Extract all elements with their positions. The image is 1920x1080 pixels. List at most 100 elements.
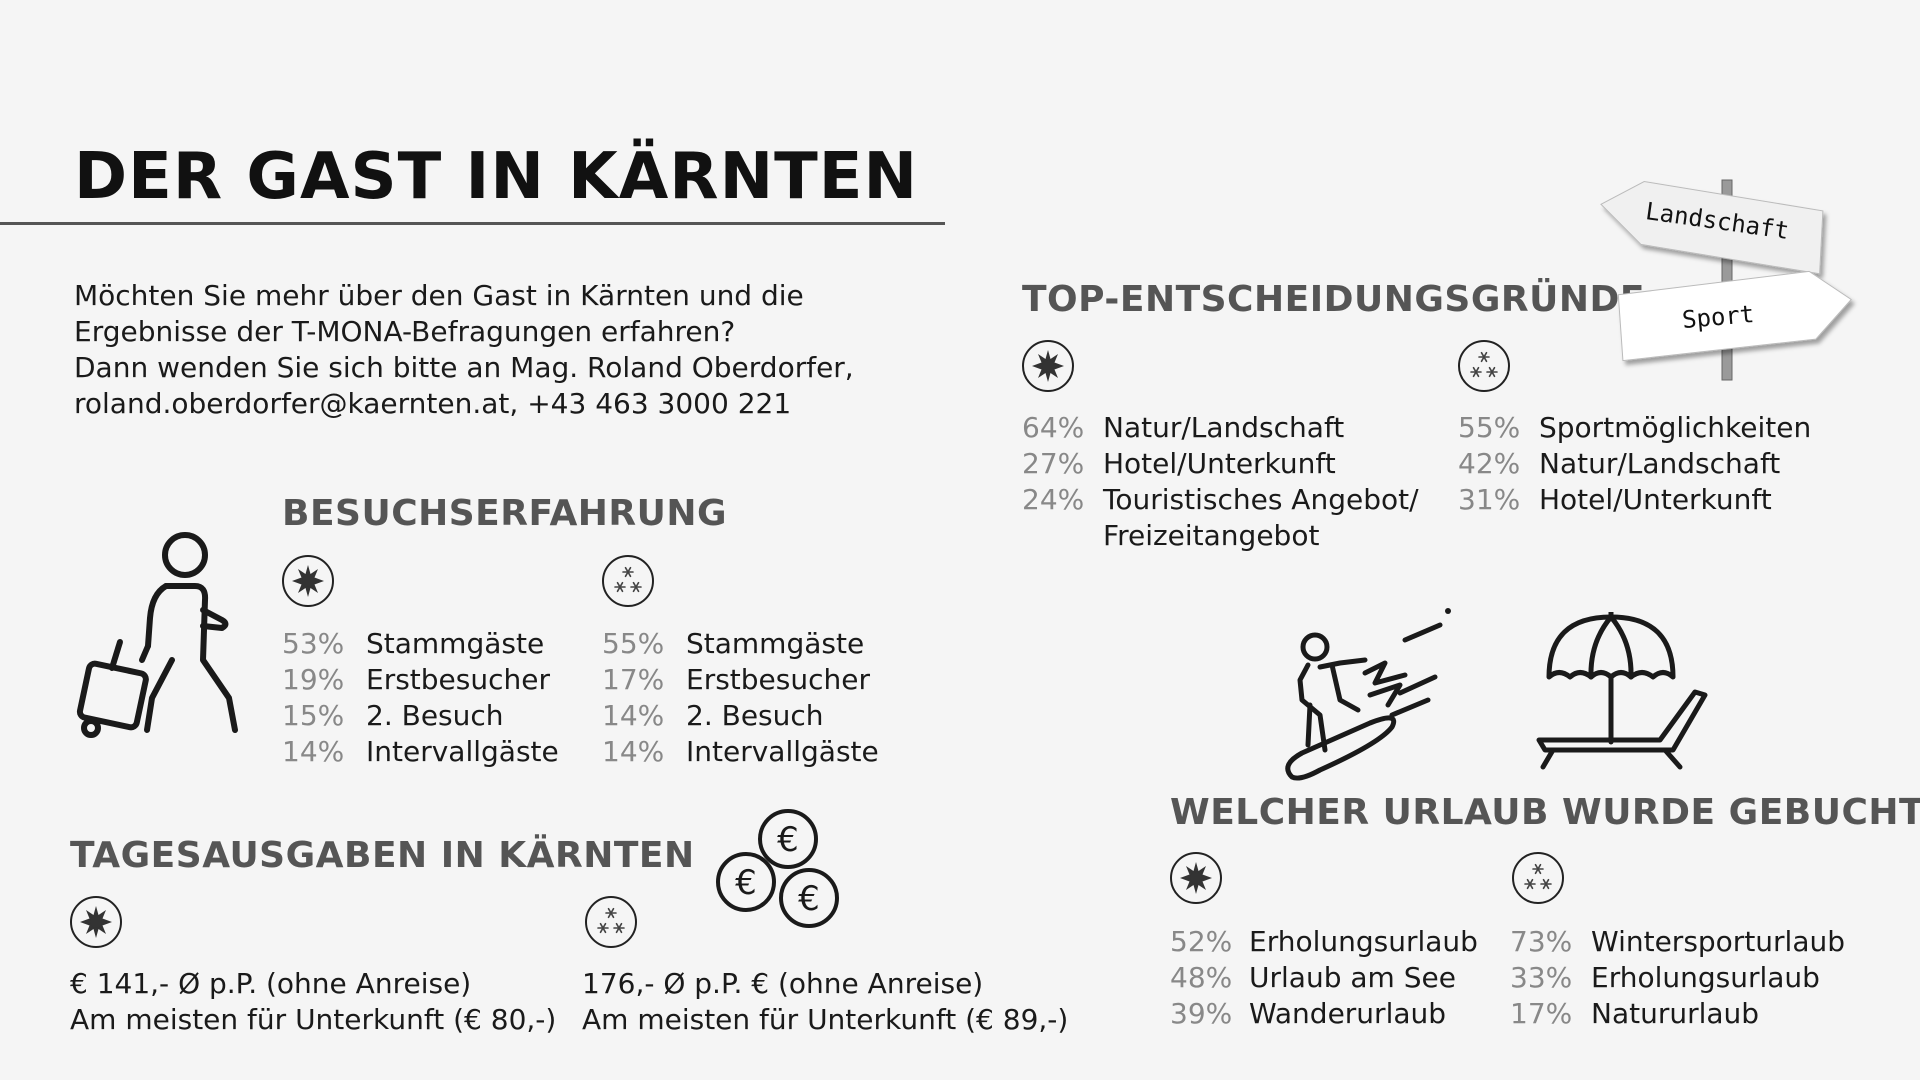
- entscheidung-heading: TOP-ENTSCHEIDUNGSGRÜNDE: [1022, 279, 1645, 320]
- percentage: 55%: [602, 627, 665, 660]
- list-item: 42% Natur/Landschaft: [1458, 446, 1811, 482]
- list-item: 52% Erholungsurlaub: [1170, 924, 1478, 960]
- euro-coins-icon: € € €: [716, 809, 839, 928]
- title-divider: [0, 222, 945, 225]
- list-item: 55% Sportmöglichkeiten: [1458, 410, 1811, 446]
- label: Wanderurlaub: [1249, 997, 1447, 1030]
- label: Intervallgäste: [686, 735, 879, 768]
- besuchserfahrung-winter-list: 55% Stammgäste 17% Erstbesucher 14% 2. Besu…: [602, 626, 879, 770]
- percentage: 27%: [1022, 447, 1085, 480]
- traveler-with-suitcase-icon: [76, 532, 238, 738]
- percentage: 14%: [282, 735, 345, 768]
- list-item: 48% Urlaub am See: [1170, 960, 1478, 996]
- percentage: 15%: [282, 699, 345, 732]
- percentage: 52%: [1170, 925, 1233, 958]
- intro-line: Dann wenden Sie sich bitte an Mag. Rolan…: [74, 351, 854, 384]
- intro-text: Möchten Sie mehr über den Gast in Kärnte…: [74, 278, 854, 422]
- intro-line: Möchten Sie mehr über den Gast in Kärnte…: [74, 279, 804, 312]
- label: Hotel/Unterkunft: [1539, 483, 1772, 516]
- snowflake-icon: [1458, 340, 1510, 392]
- snowflake-icon: [1512, 852, 1564, 904]
- label: Erholungsurlaub: [1249, 925, 1478, 958]
- tagesausgaben-heading: TAGESAUSGABEN IN KÄRNTEN: [70, 835, 695, 876]
- percentage: 55%: [1458, 411, 1521, 444]
- percentage: 31%: [1458, 483, 1521, 516]
- label: Freizeitangebot: [1103, 519, 1320, 552]
- snowboarder-icon: [1285, 608, 1451, 781]
- percentage: 14%: [602, 699, 665, 732]
- expense-line: 176,- Ø p.P. € (ohne Anreise): [582, 967, 984, 1000]
- percentage: 33%: [1510, 961, 1573, 994]
- percentage: 17%: [1510, 997, 1573, 1030]
- percentage: 39%: [1170, 997, 1233, 1030]
- besuchserfahrung-heading: BESUCHSERFAHRUNG: [282, 493, 728, 534]
- list-item: 33% Erholungsurlaub: [1510, 960, 1845, 996]
- list-item: 31% Hotel/Unterkunft: [1458, 482, 1811, 518]
- besuchserfahrung-summer-list: 53% Stammgäste 19% Erstbesucher 15% 2. Besu…: [282, 626, 559, 770]
- list-item: 39% Wanderurlaub: [1170, 996, 1478, 1032]
- percentage: 19%: [282, 663, 345, 696]
- expense-line: Am meisten für Unterkunft (€ 89,-): [582, 1003, 1069, 1036]
- sun-icon: [1170, 852, 1222, 904]
- list-item: 73% Wintersporturlaub: [1510, 924, 1845, 960]
- label: Stammgäste: [686, 627, 865, 660]
- sun-icon: [1022, 340, 1074, 392]
- beach-umbrella-lounger-icon: [1536, 612, 1708, 770]
- svg-text:€: €: [735, 863, 757, 903]
- list-item: 27% Hotel/Unterkunft: [1022, 446, 1419, 482]
- tagesausgaben-summer: € 141,- Ø p.P. (ohne Anreise) Am meisten…: [70, 966, 556, 1038]
- list-item: Freizeitangebot: [1022, 518, 1419, 554]
- label: 2. Besuch: [686, 699, 824, 732]
- label: Erstbesucher: [686, 663, 870, 696]
- list-item: 19% Erstbesucher: [282, 662, 559, 698]
- entscheidung-summer-list: 64% Natur/Landschaft 27% Hotel/Unterkunft …: [1022, 410, 1419, 554]
- label: Natururlaub: [1591, 997, 1760, 1030]
- label: Wintersporturlaub: [1591, 925, 1846, 958]
- label: Sportmöglichkeiten: [1539, 411, 1812, 444]
- percentage: 17%: [602, 663, 665, 696]
- percentage: 48%: [1170, 961, 1233, 994]
- svg-text:€: €: [777, 820, 799, 860]
- list-item: 17% Erstbesucher: [602, 662, 879, 698]
- intro-line: roland.oberdorfer@kaernten.at, +43 463 3…: [74, 387, 792, 420]
- signpost-icon: [1600, 179, 1852, 381]
- snowflake-icon: [602, 555, 654, 607]
- snowflake-icon: [585, 896, 637, 948]
- label: Erstbesucher: [366, 663, 550, 696]
- list-item: 17% Natururlaub: [1510, 996, 1845, 1032]
- urlaub-winter-list: 73% Wintersporturlaub 33% Erholungsurlaub …: [1510, 924, 1845, 1032]
- percentage: 14%: [602, 735, 665, 768]
- list-item: 53% Stammgäste: [282, 626, 559, 662]
- label: 2. Besuch: [366, 699, 504, 732]
- entscheidung-winter-list: 55% Sportmöglichkeiten 42% Natur/Landschaf…: [1458, 410, 1811, 518]
- percentage: 53%: [282, 627, 345, 660]
- label: Erholungsurlaub: [1591, 961, 1820, 994]
- label: Hotel/Unterkunft: [1103, 447, 1336, 480]
- list-item: 64% Natur/Landschaft: [1022, 410, 1419, 446]
- expense-line: Am meisten für Unterkunft (€ 80,-): [70, 1003, 557, 1036]
- list-item: 24% Touristisches Angebot/: [1022, 482, 1419, 518]
- list-item: 14% 2. Besuch: [602, 698, 879, 734]
- list-item: 15% 2. Besuch: [282, 698, 559, 734]
- label: Touristisches Angebot/: [1103, 483, 1419, 516]
- urlaub-summer-list: 52% Erholungsurlaub 48% Urlaub am See 39% W…: [1170, 924, 1478, 1032]
- list-item: 14% Intervallgäste: [602, 734, 879, 770]
- list-item: 55% Stammgäste: [602, 626, 879, 662]
- label: Natur/Landschaft: [1539, 447, 1781, 480]
- urlaub-heading: WELCHER URLAUB WURDE GEBUCHT: [1170, 792, 1920, 833]
- expense-line: € 141,- Ø p.P. (ohne Anreise): [70, 967, 472, 1000]
- label: Natur/Landschaft: [1103, 411, 1345, 444]
- svg-text:€: €: [798, 879, 820, 919]
- sun-icon: [70, 896, 122, 948]
- intro-line: Ergebnisse der T-MONA-Befragungen erfahr…: [74, 315, 736, 348]
- label: Stammgäste: [366, 627, 545, 660]
- sun-icon: [282, 555, 334, 607]
- label: Intervallgäste: [366, 735, 559, 768]
- list-item: 14% Intervallgäste: [282, 734, 559, 770]
- label: Urlaub am See: [1249, 961, 1456, 994]
- percentage: 24%: [1022, 483, 1085, 516]
- page-title: DER GAST IN KÄRNTEN: [74, 140, 919, 214]
- percentage: 64%: [1022, 411, 1085, 444]
- percentage: 73%: [1510, 925, 1573, 958]
- percentage: 42%: [1458, 447, 1521, 480]
